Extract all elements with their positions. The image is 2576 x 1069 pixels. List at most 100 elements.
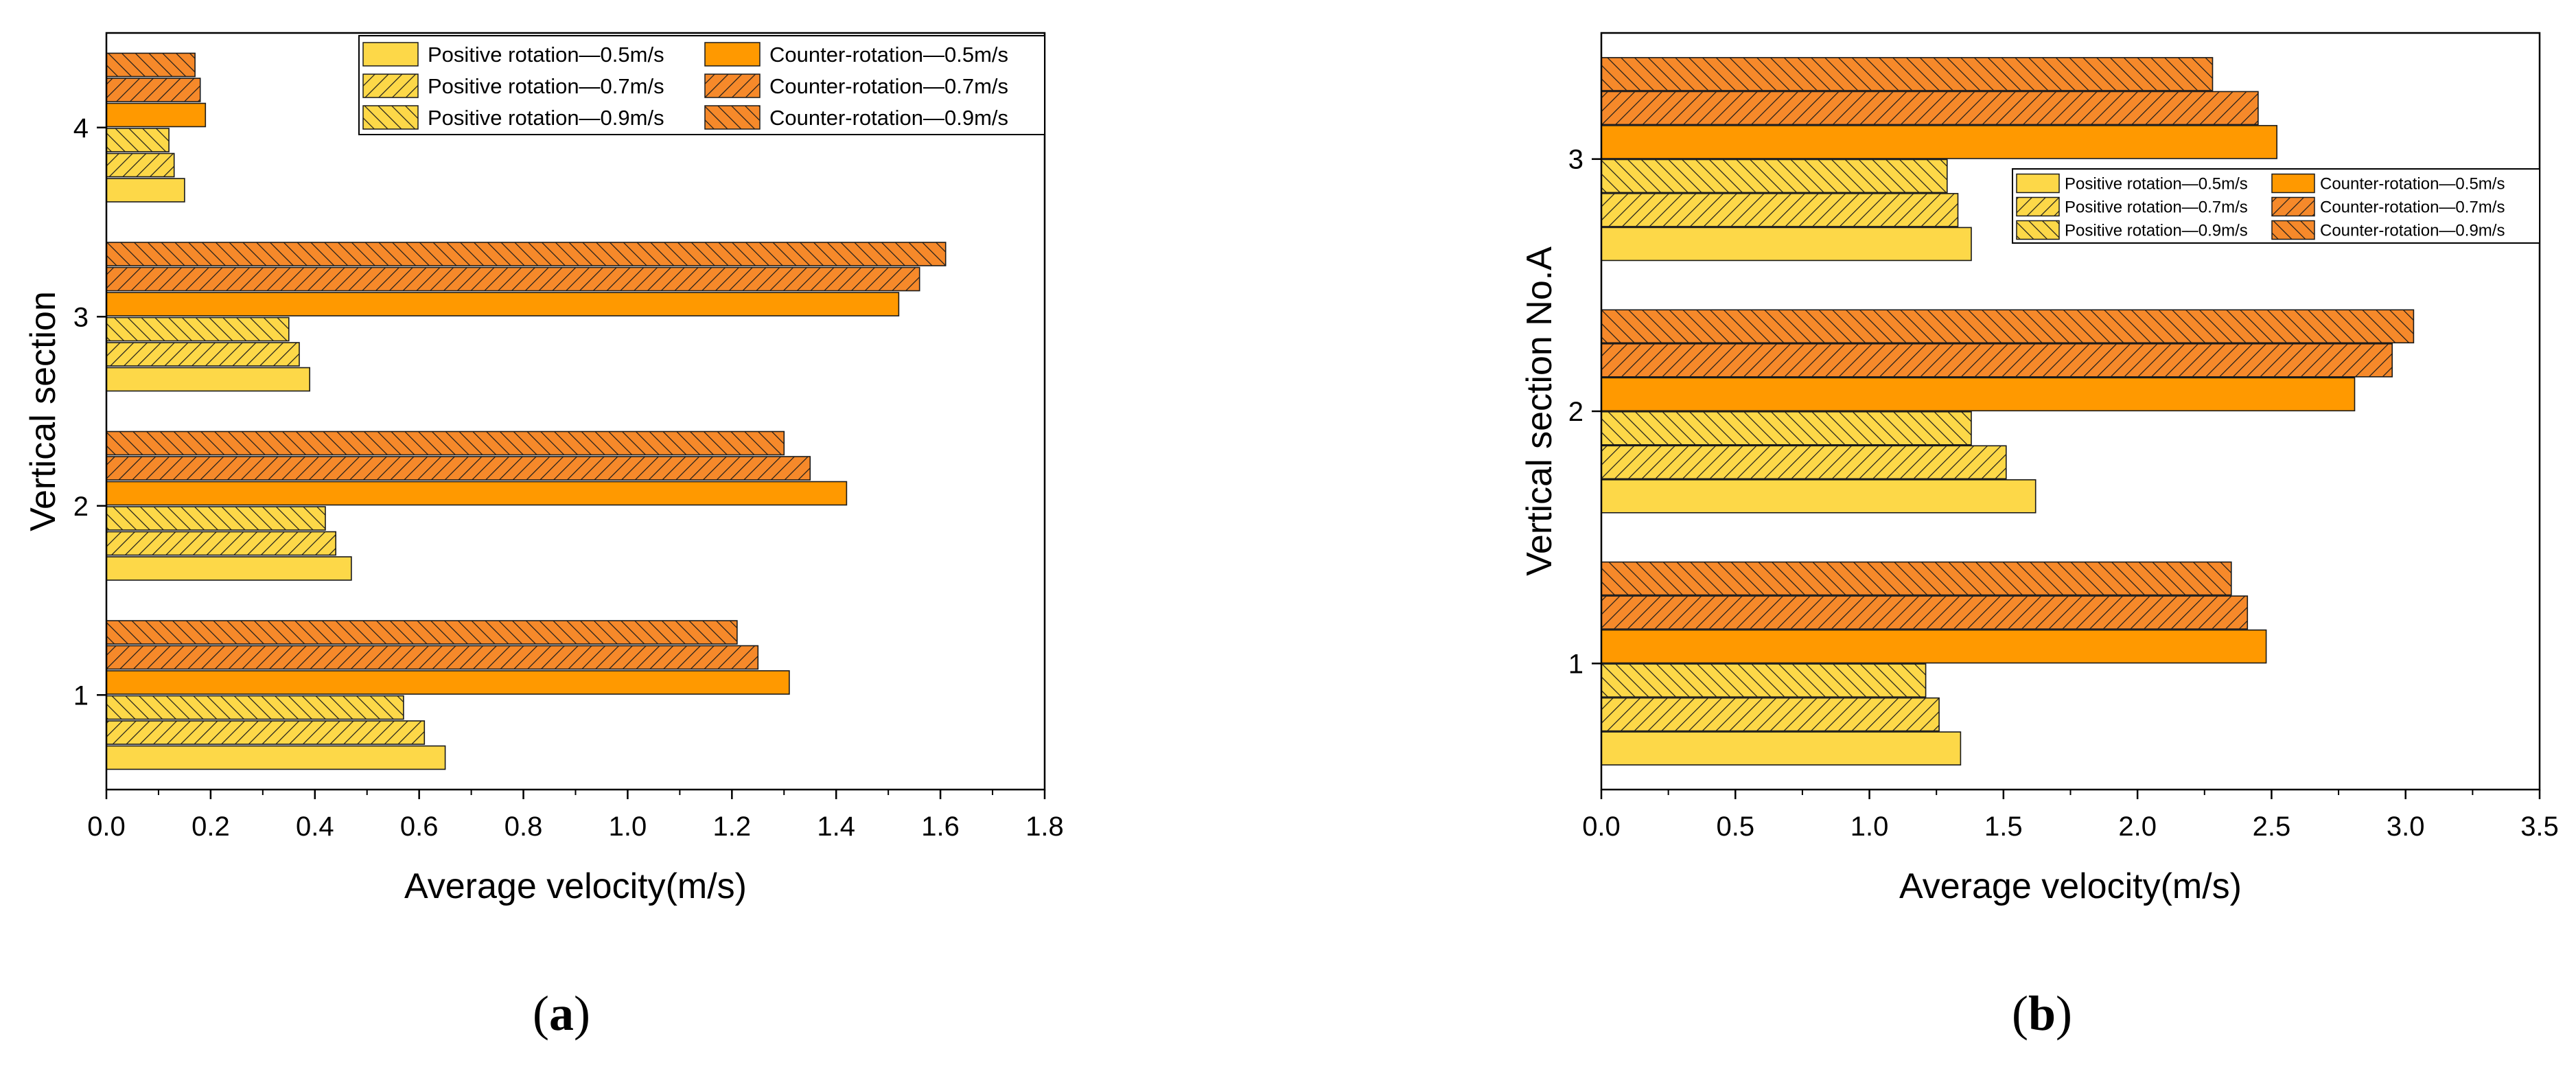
- chart-b-bar-counter-0-5-section-3: [1601, 125, 2278, 159]
- chart-a-x-tick-label: 0.8: [504, 812, 543, 842]
- chart-a-bar-counter-0-5-section-3: [106, 292, 900, 317]
- chart-b-bar-pos-0-7-section-1: [1601, 697, 1940, 732]
- chart-a-bar-counter-0-7-section-2: [106, 456, 811, 481]
- chart-a-legend-swatch-pos-0-9: [362, 105, 419, 130]
- chart-a-x-tick-label: 1.4: [817, 812, 855, 842]
- chart-a-legend-swatch-counter-0-7: [704, 73, 761, 98]
- chart-a-bar-counter-0-7-section-3: [106, 266, 920, 292]
- chart-b-bar-counter-0-7-section-2: [1601, 343, 2393, 378]
- chart-b-legend-label-counter-0-9: Counter-rotation—0.9m/s: [2320, 222, 2505, 240]
- chart-b-x-tick-label: 3.5: [2520, 812, 2559, 842]
- chart-a-bar-pos-0-5-section-3: [106, 367, 311, 392]
- chart-a-legend-label-pos-0-7: Positive rotation—0.7m/s: [428, 74, 664, 98]
- chart-a-y-tick-label: 1: [73, 680, 89, 711]
- chart-b-legend: Positive rotation—0.5m/s Positive rotatio…: [2012, 168, 2540, 244]
- chart-b-x-tick-label: 1.5: [1984, 812, 2023, 842]
- chart-a-legend-swatch-pos-0-7: [362, 73, 419, 98]
- chart-a: 0.0 0.2 0.4 0.6 0.8 1.0 1.2 1.4 1.6 1.8 1 2 3 4 Averag…: [23, 32, 1064, 906]
- chart-b-bar-counter-0-7-section-3: [1601, 91, 2259, 126]
- chart-a-legend-label-counter-0-9: Counter-rotation—0.9m/s: [769, 106, 1008, 130]
- chart-a-bar-counter-0-7-section-4: [106, 78, 201, 102]
- chart-a-legend-label-pos-0-9: Positive rotation—0.9m/s: [428, 106, 664, 130]
- chart-a-bar-pos-0-5-section-4: [106, 178, 185, 203]
- chart-a-bar-counter-0-9-section-4: [106, 52, 196, 78]
- chart-b-y-tick-label: 3: [1568, 145, 1583, 175]
- chart-b-x-tick-label: 3.0: [2387, 812, 2425, 842]
- panel-label-b: (b): [2012, 986, 2072, 1041]
- chart-a-bar-counter-0-9-section-3: [106, 242, 947, 266]
- chart-a-legend-label-pos-0-5: Positive rotation—0.5m/s: [428, 43, 664, 67]
- chart-a-bar-counter-0-5-section-4: [106, 102, 207, 128]
- chart-b-legend-swatch-counter-0-5: [2271, 173, 2315, 194]
- chart-a-x-tick-label: 0.0: [87, 812, 126, 842]
- chart-a-bar-pos-0-7-section-4: [106, 152, 175, 178]
- chart-b-bar-pos-0-9-section-1: [1601, 663, 1927, 698]
- chart-a-x-axis-title: Average velocity(m/s): [404, 866, 747, 906]
- chart-b-legend-swatch-pos-0-7: [2016, 196, 2060, 217]
- chart-a-bar-pos-0-9-section-1: [106, 695, 404, 720]
- chart-a-bar-pos-0-9-section-4: [106, 128, 170, 152]
- chart-a-legend-label-counter-0-7: Counter-rotation—0.7m/s: [769, 74, 1008, 98]
- chart-a-x-tick-label: 1.8: [1025, 812, 1064, 842]
- chart-a-bar-pos-0-7-section-1: [106, 720, 426, 745]
- chart-a-legend: Positive rotation—0.5m/s Positive rotatio…: [358, 35, 1045, 135]
- chart-b-legend-swatch-counter-0-7: [2271, 196, 2315, 217]
- chart-b-x-axis-title: Average velocity(m/s): [1899, 866, 2242, 906]
- chart-a-x-tick-label: 1.2: [713, 812, 752, 842]
- chart-b-legend-label-counter-0-5: Counter-rotation—0.5m/s: [2320, 175, 2505, 194]
- chart-b-legend-swatch-counter-0-9: [2271, 220, 2315, 240]
- chart-b-x-tick-label: 0.5: [1716, 812, 1754, 842]
- chart-a-legend-swatch-counter-0-9: [704, 105, 761, 130]
- chart-a-legend-swatch-pos-0-5: [362, 42, 419, 67]
- panel-label-a: (a): [533, 986, 590, 1041]
- chart-b-legend-label-pos-0-5: Positive rotation—0.5m/s: [2065, 175, 2248, 194]
- chart-b-y-tick-label: 2: [1568, 397, 1583, 427]
- chart-b-x-tick-label: 2.0: [2118, 812, 2157, 842]
- chart-a-legend-swatch-counter-0-5: [704, 42, 761, 67]
- chart-a-y-tick-label: 3: [73, 302, 89, 332]
- chart-a-bar-counter-0-5-section-2: [106, 481, 848, 506]
- chart-b-bar-counter-0-9-section-2: [1601, 309, 2415, 344]
- chart-b-legend-label-pos-0-9: Positive rotation—0.9m/s: [2065, 222, 2248, 240]
- chart-a-y-tick-label: 4: [73, 113, 89, 143]
- chart-a-bar-counter-0-5-section-1: [106, 670, 790, 695]
- chart-a-bar-pos-0-9-section-3: [106, 317, 290, 342]
- chart-a-bar-counter-0-7-section-1: [106, 645, 759, 670]
- chart-b-bar-counter-0-5-section-1: [1601, 629, 2267, 664]
- chart-a-bar-pos-0-5-section-1: [106, 745, 446, 770]
- chart-a-legend-frame: [358, 35, 1045, 135]
- chart-b-bar-counter-0-7-section-1: [1601, 595, 2249, 630]
- chart-b-x-tick-label: 1.0: [1850, 812, 1889, 842]
- chart-b-bar-counter-0-9-section-1: [1601, 561, 2232, 596]
- chart-a-y-axis-title: Vertical section: [23, 291, 63, 531]
- chart-b-bar-pos-0-9-section-2: [1601, 411, 1972, 446]
- chart-b-bar-counter-0-9-section-3: [1601, 57, 2214, 91]
- chart-a-legend-label-counter-0-5: Counter-rotation—0.5m/s: [769, 43, 1008, 67]
- chart-b-bar-pos-0-7-section-3: [1601, 193, 1959, 227]
- chart-a-bar-counter-0-9-section-1: [106, 620, 738, 645]
- chart-b-legend-label-pos-0-7: Positive rotation—0.7m/s: [2065, 198, 2248, 217]
- chart-b: 0.0 0.5 1.0 1.5 2.0 2.5 3.0 3.5 1 2 3 Average veloc…: [1520, 32, 2559, 906]
- chart-b-x-tick-label: 2.5: [2253, 812, 2291, 842]
- chart-b-bar-pos-0-7-section-2: [1601, 445, 2007, 480]
- chart-b-legend-swatch-pos-0-9: [2016, 220, 2060, 240]
- chart-b-y-tick-label: 1: [1568, 649, 1583, 679]
- chart-b-bar-pos-0-5-section-1: [1601, 731, 1962, 766]
- chart-a-x-tick-label: 1.6: [921, 812, 960, 842]
- chart-a-bar-pos-0-7-section-2: [106, 531, 337, 556]
- chart-b-bar-pos-0-5-section-3: [1601, 227, 1972, 262]
- chart-b-legend-swatch-pos-0-5: [2016, 173, 2060, 194]
- chart-a-y-tick-label: 2: [73, 492, 89, 522]
- chart-b-x-tick-label: 0.0: [1582, 812, 1621, 842]
- chart-b-bar-pos-0-9-section-3: [1601, 159, 1948, 194]
- chart-b-bar-pos-0-5-section-2: [1601, 479, 2037, 514]
- chart-a-bar-pos-0-5-section-2: [106, 556, 352, 581]
- chart-a-x-tick-label: 0.4: [296, 812, 334, 842]
- chart-b-legend-label-counter-0-7: Counter-rotation—0.7m/s: [2320, 198, 2505, 217]
- chart-a-bar-counter-0-9-section-2: [106, 430, 785, 456]
- chart-a-x-tick-label: 1.0: [609, 812, 647, 842]
- chart-a-bar-pos-0-7-section-3: [106, 342, 300, 367]
- chart-a-x-tick-label: 0.2: [192, 812, 230, 842]
- chart-b-y-axis-title: Vertical section No.A: [1520, 246, 1559, 576]
